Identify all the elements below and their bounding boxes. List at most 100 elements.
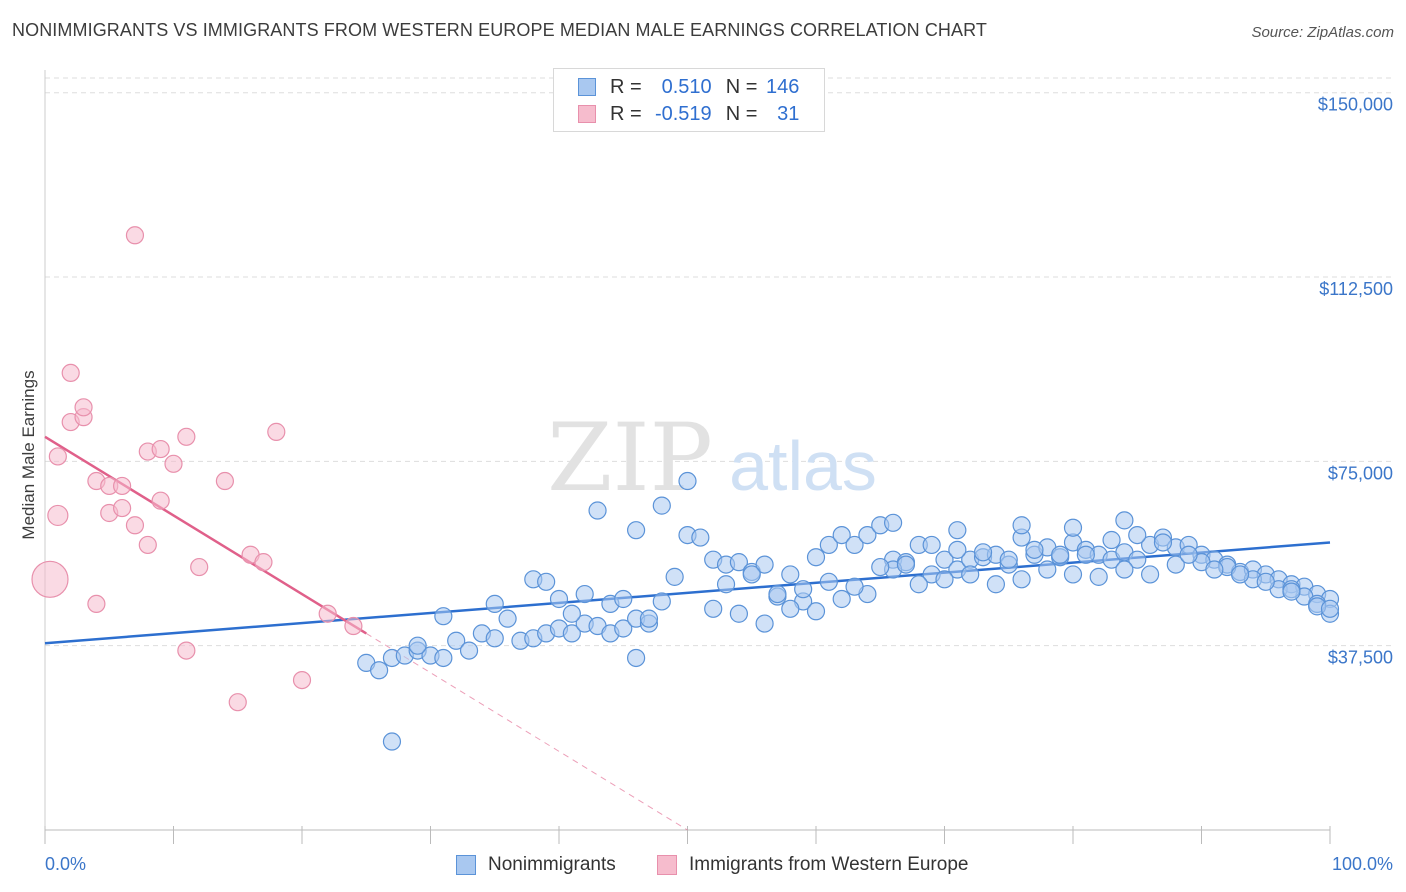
- data-point-nonimmigrants: [459, 641, 479, 660]
- data-point-nonimmigrants: [614, 619, 633, 638]
- data-point-nonimmigrants: [755, 614, 774, 633]
- bottom-legend-label: Nonimmigrants: [488, 854, 616, 875]
- trend-line-immigrants-extension: [365, 632, 688, 831]
- legend-n-value: 146: [766, 75, 800, 98]
- data-point-immigrants: [125, 226, 145, 245]
- data-point-nonimmigrants: [588, 501, 607, 520]
- data-point-nonimmigrants: [806, 602, 826, 621]
- watermark-atlas: atlas: [729, 427, 877, 505]
- data-point-nonimmigrants: [1012, 570, 1031, 589]
- data-point-nonimmigrants: [665, 567, 684, 586]
- data-point-nonimmigrants: [858, 525, 877, 545]
- data-point-nonimmigrants: [716, 575, 736, 594]
- data-point-nonimmigrants: [794, 580, 813, 599]
- data-point-nonimmigrants: [1115, 511, 1134, 530]
- data-point-nonimmigrants: [1166, 555, 1185, 574]
- data-point-nonimmigrants: [845, 577, 864, 596]
- data-point-immigrants: [151, 439, 170, 459]
- data-point-nonimmigrants: [1282, 582, 1301, 601]
- data-point-nonimmigrants: [562, 624, 581, 643]
- data-point-immigrants: [125, 516, 145, 535]
- series-nonimmigrants: [357, 471, 1340, 751]
- data-point-nonimmigrants: [1038, 560, 1057, 579]
- data-point-nonimmigrants: [1153, 533, 1173, 552]
- data-point-nonimmigrants: [948, 521, 967, 540]
- data-point-nonimmigrants: [871, 557, 890, 577]
- legend-r-value: 0.510: [661, 75, 712, 98]
- legend-r-value: -0.519: [654, 102, 712, 125]
- data-point-nonimmigrants: [382, 732, 402, 751]
- watermark-zip: ZIP: [547, 404, 713, 513]
- data-point-immigrants: [151, 491, 170, 510]
- data-point-immigrants: [31, 560, 69, 598]
- data-point-nonimmigrants: [575, 584, 594, 604]
- data-point-nonimmigrants: [1012, 516, 1031, 535]
- data-point-nonimmigrants: [1179, 545, 1198, 564]
- data-point-nonimmigrants: [549, 589, 569, 609]
- data-point-nonimmigrants: [614, 589, 633, 609]
- data-point-nonimmigrants: [922, 535, 941, 555]
- data-point-immigrants: [164, 454, 183, 473]
- y-tick-label: $112,500: [1319, 279, 1393, 299]
- data-point-nonimmigrants: [1205, 560, 1224, 579]
- trend-line-immigrants: [44, 435, 367, 635]
- data-point-nonimmigrants: [498, 609, 517, 628]
- data-point-nonimmigrants: [434, 607, 453, 626]
- data-point-nonimmigrants: [781, 599, 800, 618]
- data-point-immigrants: [177, 427, 196, 446]
- data-point-nonimmigrants: [883, 513, 903, 532]
- bottom-legend-immigrants: Immigrants from Western Europe: [657, 852, 968, 878]
- data-point-nonimmigrants: [806, 548, 826, 567]
- data-point-immigrants: [254, 553, 273, 572]
- data-point-nonimmigrants: [896, 555, 916, 574]
- data-point-nonimmigrants: [1063, 518, 1083, 537]
- data-point-nonimmigrants: [408, 636, 427, 655]
- legend-r-label: R =: [610, 102, 642, 125]
- data-point-nonimmigrants: [819, 572, 838, 591]
- data-point-immigrants: [292, 670, 312, 690]
- data-point-immigrants: [190, 557, 209, 577]
- x-tick-label-start: 0.0%: [45, 854, 86, 874]
- legend-r-label: R =: [610, 75, 642, 98]
- data-point-nonimmigrants: [845, 535, 864, 555]
- data-point-immigrants: [87, 594, 106, 614]
- data-point-nonimmigrants: [704, 599, 723, 618]
- legend-swatch-blue: [578, 78, 596, 96]
- data-point-nonimmigrants: [1128, 525, 1147, 545]
- data-point-immigrants: [138, 535, 157, 555]
- source-label: Source: ZipAtlas.com: [1251, 24, 1394, 41]
- legend-n-label: N =: [725, 75, 758, 98]
- bottom-legend-label: Immigrants from Western Europe: [689, 854, 969, 875]
- data-point-nonimmigrants: [691, 528, 710, 547]
- y-tick-label: $75,000: [1328, 463, 1393, 483]
- data-point-nonimmigrants: [639, 609, 659, 628]
- data-point-nonimmigrants: [1025, 540, 1044, 559]
- data-point-immigrants: [267, 422, 286, 441]
- legend-row-immigrants: R = -0.519 N = 31: [578, 102, 799, 126]
- data-point-immigrants: [112, 476, 132, 496]
- data-point-nonimmigrants: [1102, 530, 1121, 550]
- data-point-immigrants: [228, 693, 247, 712]
- data-point-immigrants: [48, 447, 67, 466]
- data-point-immigrants: [177, 641, 196, 660]
- data-point-nonimmigrants: [961, 565, 980, 584]
- data-point-nonimmigrants: [626, 521, 646, 540]
- data-point-immigrants: [47, 504, 69, 527]
- data-point-nonimmigrants: [434, 648, 453, 668]
- data-point-nonimmigrants: [729, 553, 749, 572]
- data-point-nonimmigrants: [909, 575, 928, 594]
- x-tick-label-end: 100.0%: [1332, 854, 1393, 874]
- data-point-immigrants: [61, 363, 80, 383]
- data-point-nonimmigrants: [370, 661, 389, 680]
- chart-title: NONIMMIGRANTS VS IMMIGRANTS FROM WESTERN…: [12, 20, 988, 40]
- data-point-nonimmigrants: [755, 555, 774, 574]
- data-point-nonimmigrants: [1140, 565, 1160, 584]
- data-point-nonimmigrants: [1089, 567, 1108, 586]
- data-point-nonimmigrants: [935, 570, 954, 589]
- watermark: ZIP atlas: [547, 404, 877, 513]
- data-point-nonimmigrants: [999, 550, 1018, 569]
- data-point-nonimmigrants: [973, 543, 993, 562]
- data-point-nonimmigrants: [562, 604, 581, 623]
- series-immigrants-western-europe: [31, 226, 363, 712]
